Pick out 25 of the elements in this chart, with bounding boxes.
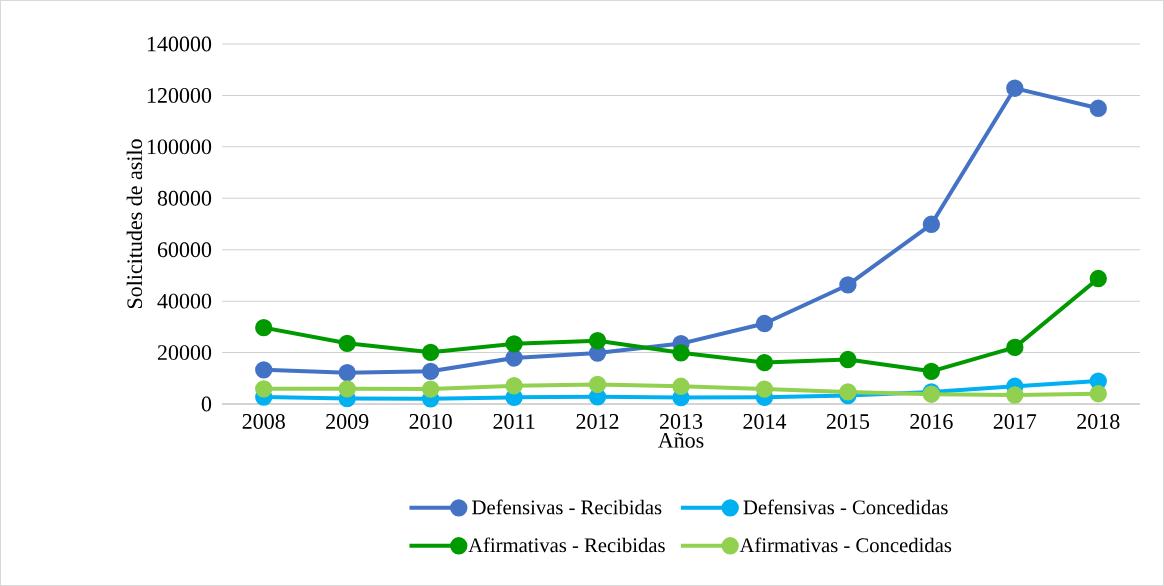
y-tick-label: 100000 [147,139,212,155]
x-tick-label: 2016 [910,414,953,429]
x-tick-label: 2010 [409,414,452,429]
x-tick-label: 2014 [743,414,787,429]
x-tick-label: 2009 [326,414,369,429]
x-tick-label: 2008 [242,414,285,429]
y-tick-label: 0 [201,396,212,412]
x-tick-label: 2011 [493,414,535,429]
y-tick-label: 20000 [157,345,212,360]
y-tick-label: 120000 [147,88,212,103]
y-tick-label: 60000 [157,242,212,258]
y-tick-label: 140000 [147,36,212,52]
legend-label: Defensivas - Concedidas [743,499,948,515]
legend-label: Afirmativas - Concedidas [739,537,952,553]
y-tick-label: 40000 [157,293,212,309]
x-tick-label: 2017 [993,414,1037,429]
y-axis-title: Solicitudes de asilo [126,139,143,309]
y-tick-label: 80000 [157,190,212,206]
x-tick-label: 2013 [659,414,703,429]
x-tick-label: 2015 [826,414,870,429]
legend-label: Defensivas - Recibidas [472,499,662,515]
x-axis-title: Años [657,432,704,448]
x-tick-label: 2012 [576,414,619,429]
legend-label: Afirmativas - Recibidas [468,537,665,553]
x-tick-label: 2018 [1077,414,1120,429]
